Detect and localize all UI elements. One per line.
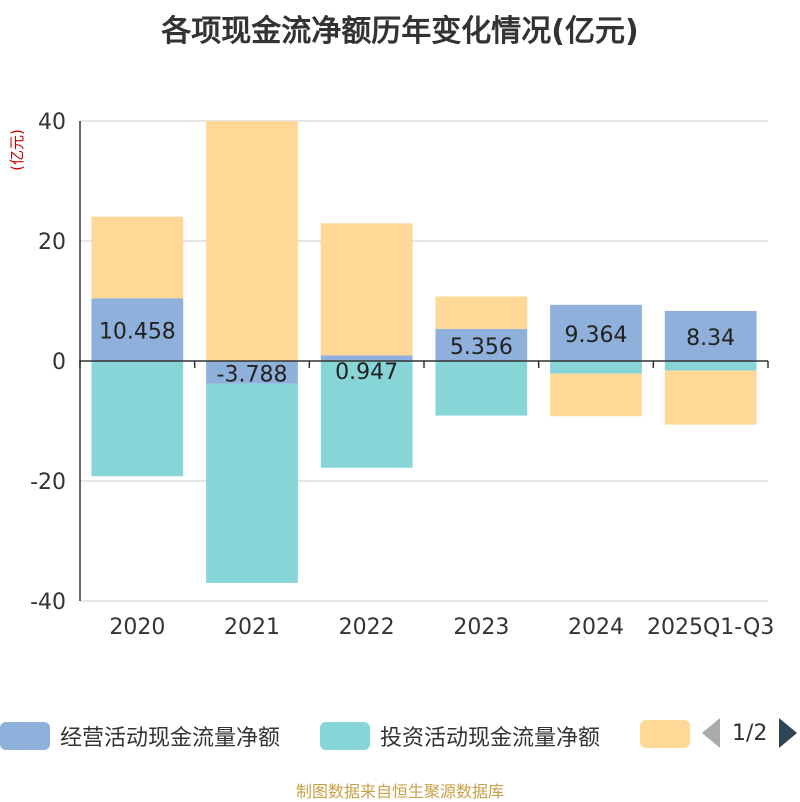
legend: 经营活动现金流量净额 投资活动现金流量净额 1/2: [0, 712, 800, 756]
data-source-note: 制图数据来自恒生聚源数据库: [295, 782, 504, 801]
data-label-2021: -3.788: [217, 362, 288, 387]
x-tick-label: 2025Q1-Q3: [647, 615, 774, 640]
bar-s1-2024: [550, 361, 642, 374]
bar-s2-2025Q1-Q3: [664, 370, 757, 425]
y-axis-unit-text: (亿元): [8, 129, 26, 171]
bar-s2-2023: [435, 296, 528, 329]
y-tick-label: 20: [38, 230, 66, 255]
legend-pager: 1/2: [702, 718, 798, 748]
chart-title: 各项现金流净额历年变化情况(亿元): [161, 14, 639, 49]
x-tick-label: 2022: [339, 615, 395, 640]
y-tick-label: -40: [30, 590, 66, 615]
legend-swatch-operating: [0, 722, 50, 750]
y-tick-label: 40: [38, 110, 66, 135]
bar-s1-2021: [206, 383, 298, 583]
bar-s0-2025Q1-Q3: [664, 310, 757, 361]
bar-s1-2020: [91, 361, 184, 477]
bar-s2-2021: [206, 121, 298, 361]
bar-s1-2023: [435, 361, 528, 416]
bar-s1-2025Q1-Q3: [664, 361, 757, 371]
legend-swatch-financing: [640, 720, 690, 748]
data-label-2024: 9.364: [565, 323, 628, 348]
legend-next-page-icon[interactable]: [779, 718, 798, 748]
bar-s0-2024: [550, 304, 642, 361]
y-tick-label: 0: [52, 350, 66, 375]
chart-canvas: 40 20 0 -20 -40 10.458 -3.788 0.947 5.356 9.364 8.…: [30, 110, 774, 640]
legend-item-operating[interactable]: 经营活动现金流量净额: [0, 720, 280, 752]
bar-s0-2020: [91, 298, 184, 361]
data-label-2025Q1-Q3: 8.34: [686, 326, 735, 351]
data-label-2020: 10.458: [99, 320, 176, 345]
bar-s2-2024: [550, 373, 642, 417]
bar-s0-2021: [206, 361, 298, 384]
legend-item-investing[interactable]: 投资活动现金流量净额: [320, 720, 600, 752]
x-tick-label: 2021: [224, 615, 280, 640]
x-tick-label: 2020: [109, 615, 165, 640]
legend-item-financing[interactable]: [640, 720, 690, 748]
bar-s2-2020: [91, 216, 184, 299]
bar-s0-2023: [435, 328, 528, 361]
bar-s1-2022: [320, 361, 413, 468]
legend-label-investing: 投资活动现金流量净额: [380, 726, 601, 751]
bar-s0-2022: [320, 355, 413, 361]
x-tick-label: 2024: [568, 615, 624, 640]
data-label-2023: 5.356: [450, 335, 513, 360]
legend-label-operating: 经营活动现金流量净额: [60, 726, 281, 751]
y-tick-label: -20: [30, 470, 66, 495]
legend-page-indicator: 1/2: [732, 720, 768, 746]
data-label-2022: 0.947: [335, 360, 398, 385]
bar-s2-2022: [320, 223, 413, 356]
y-axis-unit-label: (亿元): [8, 129, 26, 171]
legend-prev-page-icon[interactable]: [702, 718, 720, 748]
x-tick-label: 2023: [453, 615, 509, 640]
legend-swatch-investing: [320, 722, 370, 750]
